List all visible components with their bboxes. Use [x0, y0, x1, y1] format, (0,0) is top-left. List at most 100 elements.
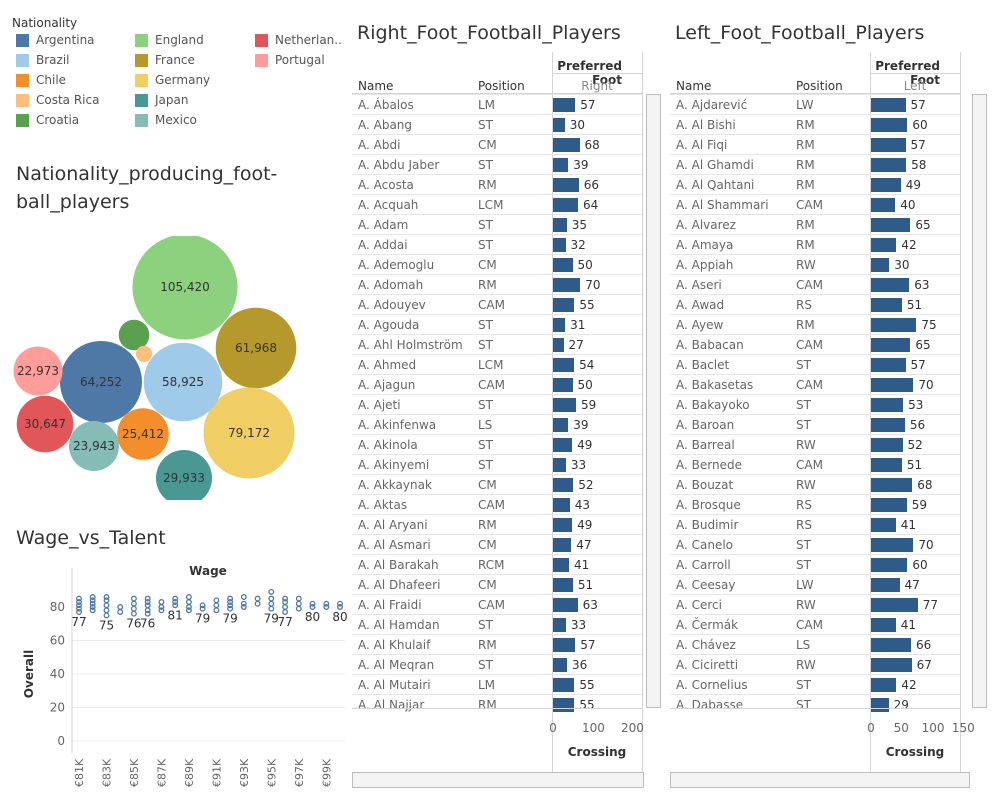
- bubble-netherlands[interactable]: [16, 395, 74, 453]
- horizontal-scrollbar[interactable]: [352, 772, 644, 788]
- table-row[interactable]: A. Barreal RW 52: [670, 434, 960, 455]
- table-row[interactable]: A. Al Fiqi RM 57: [670, 134, 960, 155]
- crossing-bar[interactable]: [553, 418, 569, 432]
- table-row[interactable]: A. Ahmed LCM 54: [352, 354, 642, 375]
- table-row[interactable]: A. Ajdarević LW 57: [670, 94, 960, 115]
- crossing-bar[interactable]: [553, 158, 569, 172]
- legend-item[interactable]: Costa Rica: [16, 93, 99, 107]
- crossing-bar[interactable]: [871, 478, 913, 492]
- table-row[interactable]: A. Al Aryani RM 49: [352, 514, 642, 535]
- table-row[interactable]: A. Al Hamdan ST 33: [352, 614, 642, 635]
- scatter-point[interactable]: [254, 595, 261, 602]
- table-row[interactable]: A. Cerci RW 77: [670, 594, 960, 615]
- crossing-bar[interactable]: [553, 298, 575, 312]
- legend-item[interactable]: England: [135, 33, 204, 47]
- table-row[interactable]: A. Čermák CAM 41: [670, 614, 960, 635]
- crossing-bar[interactable]: [871, 618, 896, 632]
- crossing-bar[interactable]: [871, 578, 900, 592]
- scatter-point[interactable]: [76, 605, 82, 612]
- bubble-england[interactable]: [132, 236, 238, 340]
- scatter-point[interactable]: [117, 604, 124, 610]
- scatter-point[interactable]: [130, 595, 137, 602]
- crossing-bar[interactable]: [871, 238, 897, 252]
- bubble-france[interactable]: [215, 307, 297, 389]
- table-row[interactable]: A. Ábalos LM 57: [352, 94, 642, 115]
- scatter-point[interactable]: [227, 605, 234, 612]
- crossing-bar[interactable]: [553, 178, 579, 192]
- legend-item[interactable]: Portugal: [255, 53, 325, 67]
- scatter-point[interactable]: [240, 594, 247, 600]
- scatter-point[interactable]: [130, 600, 137, 607]
- crossing-bar[interactable]: [553, 198, 578, 212]
- scatter-point[interactable]: [103, 607, 110, 614]
- scatter-point[interactable]: [323, 604, 330, 610]
- scatter-point[interactable]: [89, 607, 96, 614]
- crossing-bar[interactable]: [553, 258, 573, 272]
- table-row[interactable]: A. Canelo ST 70: [670, 534, 960, 555]
- table-row[interactable]: A. Al Barakah RCM 41: [352, 554, 642, 575]
- legend-item[interactable]: Japan: [135, 93, 188, 107]
- scatter-point[interactable]: [185, 599, 192, 605]
- scatter-point[interactable]: [227, 595, 234, 602]
- crossing-bar[interactable]: [871, 178, 901, 192]
- legend-item[interactable]: Netherlan..: [255, 33, 342, 47]
- scatter-point[interactable]: [227, 599, 234, 605]
- table-row[interactable]: A. Akinfenwa LS 39: [352, 414, 642, 435]
- table-row[interactable]: A. Aktas CAM 43: [352, 494, 642, 515]
- table-row[interactable]: A. Bernede CAM 51: [670, 454, 960, 475]
- scatter-point[interactable]: [240, 604, 247, 610]
- bubble-portugal[interactable]: [13, 346, 63, 396]
- bubble-japan[interactable]: [156, 450, 212, 500]
- crossing-bar[interactable]: [871, 138, 906, 152]
- bubble-costa-rica[interactable]: [135, 345, 153, 363]
- legend-item[interactable]: Germany: [135, 73, 210, 87]
- scatter-point[interactable]: [213, 597, 220, 604]
- scatter-point[interactable]: [172, 599, 179, 605]
- scatter-point[interactable]: [117, 609, 124, 615]
- table-row[interactable]: A. Al Najjar RM 55: [352, 694, 642, 715]
- crossing-bar[interactable]: [553, 678, 575, 692]
- crossing-bar[interactable]: [871, 558, 908, 572]
- crossing-bar[interactable]: [871, 598, 918, 612]
- table-row[interactable]: A. Ayew RM 75: [670, 314, 960, 335]
- scatter-point[interactable]: [172, 595, 179, 602]
- table-row[interactable]: A. Al Bishi RM 60: [670, 114, 960, 135]
- crossing-bar[interactable]: [871, 438, 903, 452]
- legend-item[interactable]: Mexico: [135, 113, 197, 127]
- crossing-bar[interactable]: [553, 238, 566, 252]
- crossing-bar[interactable]: [871, 358, 906, 372]
- crossing-bar[interactable]: [553, 598, 578, 612]
- crossing-bar[interactable]: [553, 578, 573, 592]
- scatter-point[interactable]: [76, 595, 82, 602]
- table-row[interactable]: A. Akkaynak CM 52: [352, 474, 642, 495]
- crossing-bar[interactable]: [871, 218, 911, 232]
- scatter-point[interactable]: [323, 600, 330, 607]
- bubble-chile[interactable]: [117, 408, 169, 460]
- scatter-point[interactable]: [282, 609, 289, 615]
- scatter-point[interactable]: [213, 607, 220, 614]
- table-row[interactable]: A. Abdu Jaber ST 39: [352, 154, 642, 175]
- crossing-bar[interactable]: [871, 638, 911, 652]
- crossing-bar[interactable]: [553, 698, 575, 712]
- legend-item[interactable]: Brazil: [16, 53, 70, 67]
- bubble-brazil[interactable]: [143, 342, 223, 422]
- table-row[interactable]: A. Ademoglu CM 50: [352, 254, 642, 275]
- scatter-point[interactable]: [227, 602, 234, 609]
- legend-item[interactable]: Croatia: [16, 113, 79, 127]
- scatter-point[interactable]: [89, 594, 96, 600]
- scatter-point[interactable]: [185, 594, 192, 600]
- crossing-bar[interactable]: [553, 318, 566, 332]
- crossing-bar[interactable]: [871, 378, 914, 392]
- table-row[interactable]: A. Al Qahtani RM 49: [670, 174, 960, 195]
- table-row[interactable]: A. Al Asmari CM 47: [352, 534, 642, 555]
- table-row[interactable]: A. Ceesay LW 47: [670, 574, 960, 595]
- crossing-bar[interactable]: [553, 558, 569, 572]
- scatter-point[interactable]: [282, 595, 289, 602]
- crossing-bar[interactable]: [871, 298, 902, 312]
- crossing-bar[interactable]: [553, 498, 570, 512]
- table-row[interactable]: A. Carroll ST 60: [670, 554, 960, 575]
- scatter-point[interactable]: [130, 610, 137, 617]
- table-row[interactable]: A. Babacan CAM 65: [670, 334, 960, 355]
- table-row[interactable]: A. Al Mutairi LM 55: [352, 674, 642, 695]
- table-row[interactable]: A. Dabasse ST 29: [670, 694, 960, 715]
